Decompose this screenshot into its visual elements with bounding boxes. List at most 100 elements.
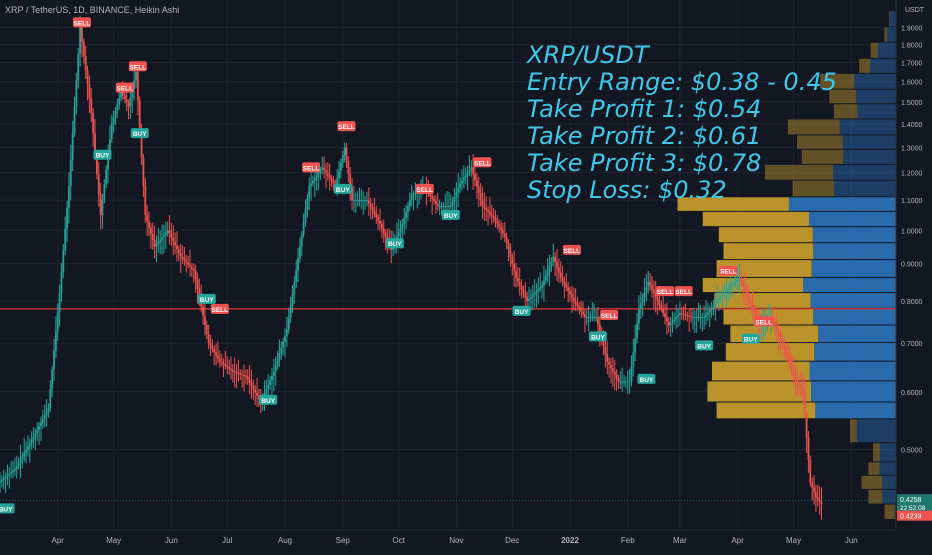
candle-body: [371, 206, 374, 211]
candle-body: [84, 55, 87, 71]
candle-body: [349, 173, 352, 187]
candle-body: [544, 275, 547, 281]
candle-body: [202, 306, 204, 316]
candle-body: [77, 53, 80, 81]
candle-body: [354, 200, 357, 202]
candle-body: [667, 321, 670, 326]
candle-body: [230, 368, 232, 371]
overlay-line-tp1: Take Profit 1: $0.54: [527, 95, 762, 123]
candle-body: [753, 309, 756, 314]
candle-body: [809, 460, 812, 483]
candle-body: [176, 245, 178, 250]
sell-signal-label: SELL: [674, 286, 693, 297]
signal-label-box: [337, 121, 356, 132]
sell-signal-label: SELL: [210, 303, 229, 314]
volume-profile-down-bar: [725, 343, 815, 361]
candle-body: [136, 71, 139, 101]
sell-signal-label: SELL: [337, 121, 356, 132]
sell-signal-label: SELL: [115, 82, 134, 93]
candle-body: [701, 317, 704, 319]
candle-body: [269, 380, 272, 385]
signal-label-box: [0, 503, 15, 514]
candle-body: [442, 205, 445, 207]
candle-body: [585, 317, 588, 319]
candle-body: [593, 317, 596, 319]
candle-body: [0, 481, 1, 483]
candle-body: [69, 159, 72, 187]
candle-body: [455, 192, 458, 197]
candle-body: [457, 187, 460, 193]
candle-body: [634, 337, 637, 353]
candle-body: [204, 315, 206, 325]
candle-body: [615, 374, 618, 379]
candle-body: [798, 382, 801, 386]
x-tick-label: Sep: [336, 536, 351, 545]
candle-body: [807, 437, 810, 461]
candle-body: [617, 378, 620, 382]
candle-body: [49, 388, 52, 409]
candle-body: [783, 343, 786, 349]
signal-label-box: [695, 340, 714, 351]
signal-label-box: [385, 238, 404, 249]
lower-price-badge: 0.4239: [897, 510, 932, 521]
candle-body: [278, 353, 281, 360]
volume-profile-down-bar: [889, 11, 890, 27]
candle-body: [479, 193, 482, 200]
candle-body: [673, 319, 676, 322]
candle-body: [561, 277, 564, 282]
candle-body: [494, 217, 497, 222]
candle-body: [492, 215, 495, 218]
candle-body: [179, 252, 182, 257]
signal-label-text: SELL: [755, 319, 772, 326]
candle-body: [574, 300, 577, 304]
candle-body: [606, 354, 609, 362]
candle-body: [313, 178, 316, 181]
candle-body: [330, 178, 333, 181]
candle-body: [734, 280, 737, 283]
candle-body: [217, 355, 219, 359]
volume-profile-down-bar: [870, 42, 878, 58]
volume-profile-up-bar: [809, 361, 896, 381]
candle-body: [781, 338, 784, 344]
candle-body: [652, 289, 655, 294]
candle-body: [181, 256, 184, 259]
candle-body: [291, 294, 294, 307]
volume-profile-down-bar: [702, 277, 804, 293]
candle-body: [638, 308, 640, 324]
candle-body: [578, 306, 581, 309]
candle-body: [135, 71, 137, 81]
candle-body: [557, 267, 560, 273]
candle-body: [746, 291, 748, 297]
candle-body: [714, 303, 717, 306]
candle-body: [796, 379, 799, 383]
candle-body: [237, 372, 240, 374]
volume-profile-up-bar: [882, 475, 896, 489]
candle-body: [820, 502, 823, 505]
candle-body: [794, 376, 797, 380]
candle-body: [401, 224, 404, 229]
volume-profile-down-bar: [868, 462, 880, 475]
signal-label-text: BUY: [336, 187, 350, 194]
candle-body: [475, 180, 478, 187]
volume-profile-up-bar: [870, 58, 896, 73]
candle-body: [686, 314, 689, 316]
candle-body: [515, 271, 517, 278]
candle-body: [174, 241, 177, 246]
candle-body: [665, 317, 668, 322]
candle-body: [287, 317, 290, 330]
candle-body: [299, 246, 301, 259]
buy-signal-label: BUY: [588, 331, 607, 342]
candle-body: [680, 312, 683, 314]
signal-label-text: BUY: [96, 153, 110, 160]
candle-body: [725, 289, 728, 293]
volume-profile-down-bar: [801, 149, 844, 164]
volume-profile-up-bar: [879, 462, 896, 475]
candle-body: [513, 264, 516, 272]
candle-body: [811, 482, 814, 488]
y-tick-label: 0.8000: [901, 299, 923, 306]
volume-profile-down-bar: [861, 475, 883, 489]
y-tick-label: 1.5000: [901, 100, 923, 107]
candle-body: [362, 200, 365, 202]
candle-body: [755, 313, 758, 318]
